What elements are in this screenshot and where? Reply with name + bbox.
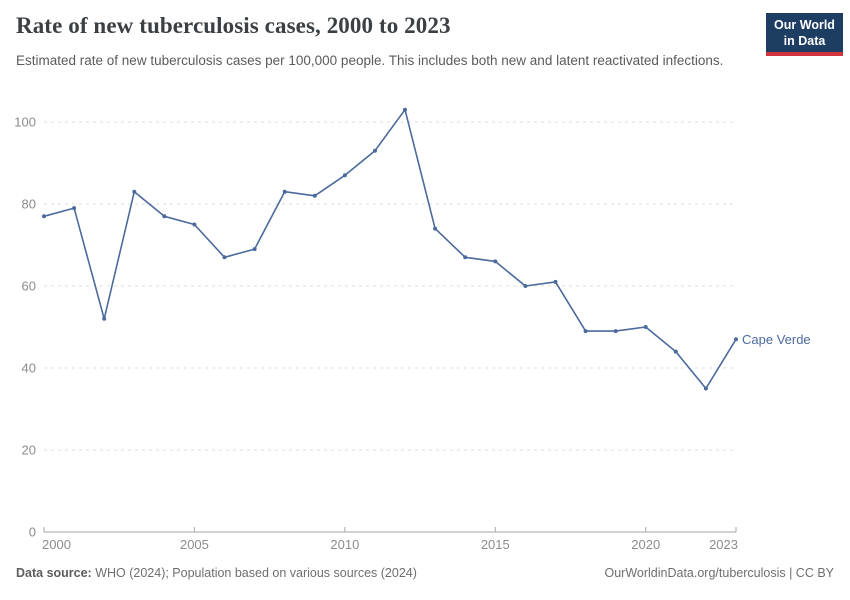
- page-title: Rate of new tuberculosis cases, 2000 to …: [16, 13, 451, 38]
- data-point-2012[interactable]: [403, 107, 407, 112]
- data-point-2013[interactable]: [433, 226, 438, 231]
- owid-logo-line1: Our World: [774, 18, 835, 32]
- x-tick-label-2005: 2005: [180, 537, 209, 552]
- data-source-label: Data source:: [16, 566, 92, 580]
- data-point-2002[interactable]: [102, 316, 107, 321]
- data-point-2011[interactable]: [373, 148, 377, 153]
- x-tick-label-2023: 2023: [709, 537, 738, 552]
- data-point-2001[interactable]: [72, 206, 77, 211]
- data-point-2004[interactable]: [162, 214, 167, 219]
- series-line-cape-verde: [43, 108, 737, 390]
- data-point-2017[interactable]: [553, 279, 558, 284]
- data-point-2020[interactable]: [643, 325, 648, 329]
- data-point-2003[interactable]: [132, 189, 137, 194]
- owid-logo[interactable]: Our World in Data: [766, 13, 843, 56]
- y-tick-label-20: 20: [22, 443, 36, 458]
- y-tick-label-100: 100: [14, 115, 36, 130]
- data-point-2009[interactable]: [312, 193, 317, 198]
- data-point-2016[interactable]: [523, 284, 528, 288]
- series-end-label[interactable]: Cape Verde: [742, 332, 811, 347]
- y-tick-label-0: 0: [29, 525, 36, 540]
- license-link[interactable]: OurWorldinData.org/tuberculosis | CC BY: [604, 566, 835, 580]
- data-point-2005[interactable]: [192, 222, 197, 227]
- data-point-2018[interactable]: [583, 329, 588, 334]
- data-point-2021[interactable]: [673, 349, 678, 354]
- x-tick-label-2010: 2010: [330, 537, 359, 552]
- y-tick-label-40: 40: [22, 361, 36, 376]
- data-source-text: WHO (2024); Population based on various …: [91, 566, 417, 580]
- data-point-2007[interactable]: [252, 247, 257, 252]
- x-tick-label-2000: 2000: [42, 537, 71, 552]
- data-point-2010[interactable]: [342, 173, 347, 178]
- data-point-2014[interactable]: [463, 255, 468, 260]
- data-point-2008[interactable]: [282, 189, 287, 194]
- data-point-2023[interactable]: [734, 337, 738, 342]
- data-point-2000[interactable]: [42, 214, 46, 219]
- y-tick-label-80: 80: [22, 197, 36, 212]
- data-point-2022[interactable]: [703, 386, 708, 391]
- chart-footer: Data source: WHO (2024); Population base…: [16, 566, 834, 580]
- data-source-note: Data source: WHO (2024); Population base…: [16, 566, 417, 580]
- chart-subtitle: Estimated rate of new tuberculosis cases…: [16, 53, 724, 68]
- data-point-2019[interactable]: [613, 329, 618, 334]
- y-tick-label-60: 60: [22, 279, 36, 294]
- x-tick-label-2020: 2020: [631, 537, 660, 552]
- data-point-2015[interactable]: [493, 259, 498, 264]
- owid-logo-line2: in Data: [783, 34, 826, 48]
- data-point-2006[interactable]: [222, 255, 227, 260]
- x-tick-label-2015: 2015: [481, 537, 510, 552]
